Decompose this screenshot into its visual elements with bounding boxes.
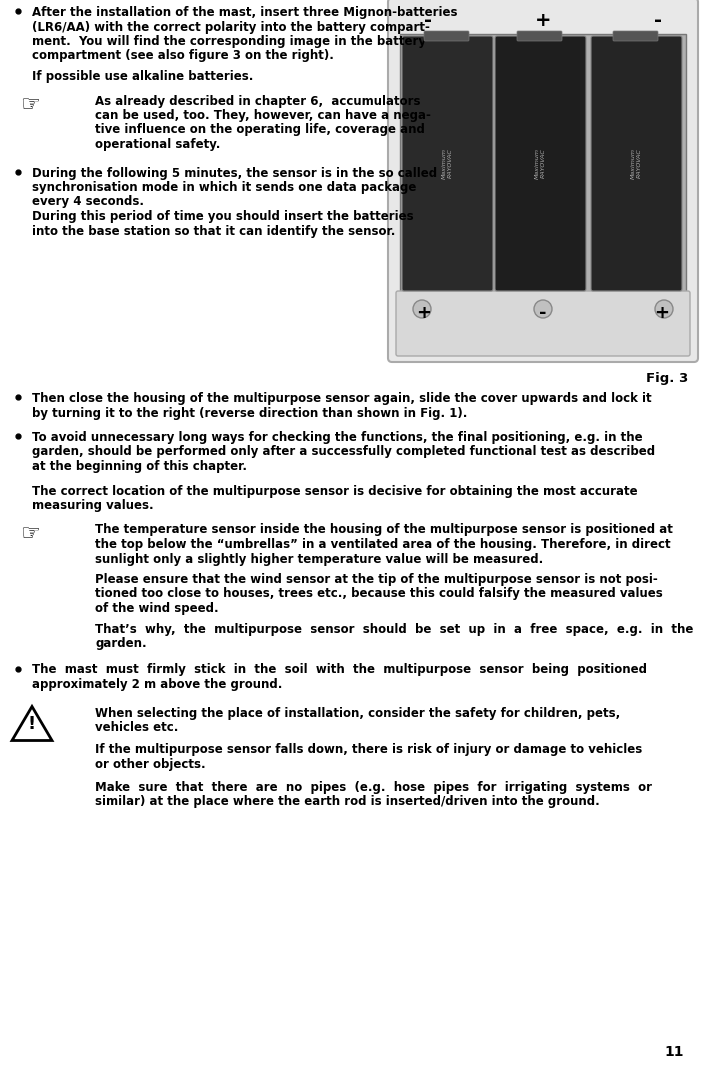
- Text: As already described in chapter 6,  accumulators: As already described in chapter 6, accum…: [95, 95, 420, 108]
- Text: 11: 11: [665, 1045, 684, 1059]
- Text: into the base station so that it can identify the sensor.: into the base station so that it can ide…: [32, 225, 395, 238]
- Text: measuring values.: measuring values.: [32, 499, 154, 512]
- Text: -: -: [539, 304, 547, 322]
- Text: -: -: [654, 11, 662, 29]
- Text: That’s  why,  the  multipurpose  sensor  should  be  set  up  in  a  free  space: That’s why, the multipurpose sensor shou…: [95, 622, 694, 635]
- Text: ☞: ☞: [20, 525, 40, 545]
- Text: the top below the “umbrellas” in a ventilated area of the housing. Therefore, in: the top below the “umbrellas” in a venti…: [95, 538, 670, 551]
- FancyBboxPatch shape: [517, 31, 562, 41]
- Text: If the multipurpose sensor falls down, there is risk of injury or damage to vehi: If the multipurpose sensor falls down, t…: [95, 744, 642, 757]
- FancyBboxPatch shape: [495, 35, 586, 291]
- Text: operational safety.: operational safety.: [95, 138, 220, 150]
- Text: tive influence on the operating life, coverage and: tive influence on the operating life, co…: [95, 124, 425, 137]
- Text: Fig. 3: Fig. 3: [646, 372, 688, 385]
- Text: +: +: [654, 304, 670, 322]
- FancyBboxPatch shape: [388, 0, 698, 362]
- Text: approximately 2 m above the ground.: approximately 2 m above the ground.: [32, 678, 282, 691]
- Text: During the following 5 minutes, the sensor is in the so called: During the following 5 minutes, the sens…: [32, 167, 437, 180]
- Text: -: -: [424, 11, 432, 29]
- Text: The temperature sensor inside the housing of the multipurpose sensor is position: The temperature sensor inside the housin…: [95, 524, 673, 536]
- Text: To avoid unnecessary long ways for checking the functions, the final positioning: To avoid unnecessary long ways for check…: [32, 431, 642, 444]
- Circle shape: [655, 300, 673, 318]
- FancyBboxPatch shape: [424, 31, 469, 41]
- Text: +: +: [416, 304, 432, 322]
- Text: Then close the housing of the multipurpose sensor again, slide the cover upwards: Then close the housing of the multipurpo…: [32, 392, 651, 405]
- FancyBboxPatch shape: [396, 291, 690, 356]
- Text: !: !: [28, 715, 36, 733]
- Text: vehicles etc.: vehicles etc.: [95, 721, 178, 734]
- Text: After the installation of the mast, insert three Mignon-batteries: After the installation of the mast, inse…: [32, 6, 458, 19]
- Text: of the wind speed.: of the wind speed.: [95, 602, 218, 615]
- Text: Make  sure  that  there  are  no  pipes  (e.g.  hose  pipes  for  irrigating  sy: Make sure that there are no pipes (e.g. …: [95, 780, 652, 793]
- Text: Please ensure that the wind sensor at the tip of the multipurpose sensor is not : Please ensure that the wind sensor at th…: [95, 573, 658, 586]
- Text: similar) at the place where the earth rod is inserted/driven into the ground.: similar) at the place where the earth ro…: [95, 796, 600, 808]
- Text: Maximum
RAYOVAC: Maximum RAYOVAC: [442, 148, 453, 180]
- Text: (LR6/AA) with the correct polarity into the battery compart-: (LR6/AA) with the correct polarity into …: [32, 20, 430, 33]
- Text: tioned too close to houses, trees etc., because this could falsify the measured : tioned too close to houses, trees etc., …: [95, 588, 663, 601]
- Text: +: +: [535, 11, 551, 29]
- Text: If possible use alkaline batteries.: If possible use alkaline batteries.: [32, 70, 253, 83]
- Text: During this period of time you should insert the batteries: During this period of time you should in…: [32, 210, 413, 223]
- Text: sunlight only a slightly higher temperature value will be measured.: sunlight only a slightly higher temperat…: [95, 553, 543, 565]
- Text: Maximum
RAYOVAC: Maximum RAYOVAC: [535, 148, 546, 180]
- Text: The  mast  must  firmly  stick  in  the  soil  with  the  multipurpose  sensor  : The mast must firmly stick in the soil w…: [32, 663, 647, 676]
- Text: ☞: ☞: [20, 96, 40, 115]
- Text: Maximum
RAYOVAC: Maximum RAYOVAC: [631, 148, 642, 180]
- Text: by turning it to the right (reverse direction than shown in Fig. 1).: by turning it to the right (reverse dire…: [32, 406, 468, 419]
- Text: at the beginning of this chapter.: at the beginning of this chapter.: [32, 460, 247, 473]
- FancyBboxPatch shape: [400, 34, 686, 293]
- Text: garden.: garden.: [95, 637, 147, 650]
- Circle shape: [534, 300, 552, 318]
- FancyBboxPatch shape: [591, 35, 682, 291]
- Text: or other objects.: or other objects.: [95, 758, 206, 771]
- FancyBboxPatch shape: [613, 31, 658, 41]
- Text: compartment (see also figure 3 on the right).: compartment (see also figure 3 on the ri…: [32, 49, 334, 62]
- Text: garden, should be performed only after a successfully completed functional test : garden, should be performed only after a…: [32, 445, 655, 459]
- Text: can be used, too. They, however, can have a nega-: can be used, too. They, however, can hav…: [95, 109, 431, 121]
- Text: every 4 seconds.: every 4 seconds.: [32, 196, 144, 209]
- Circle shape: [413, 300, 431, 318]
- FancyBboxPatch shape: [402, 35, 493, 291]
- Text: synchronisation mode in which it sends one data package: synchronisation mode in which it sends o…: [32, 181, 416, 194]
- Text: The correct location of the multipurpose sensor is decisive for obtaining the mo: The correct location of the multipurpose…: [32, 485, 637, 498]
- Text: When selecting the place of installation, consider the safety for children, pets: When selecting the place of installation…: [95, 706, 621, 719]
- Text: ment.  You will find the corresponding image in the battery: ment. You will find the corresponding im…: [32, 35, 426, 48]
